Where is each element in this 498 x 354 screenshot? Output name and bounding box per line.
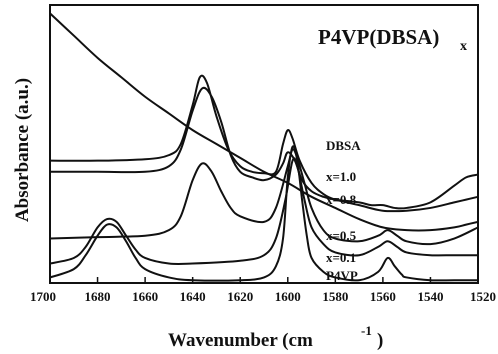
x-tick-label: 1540 [417, 289, 443, 304]
series-labels: DBSA x=1.0 x=0.8 x=0.5 x=0.1 P4VP [326, 138, 361, 283]
x-tick-label: 1640 [180, 289, 206, 304]
series-curves [49, 12, 479, 282]
series-label-x0-5: x=0.5 [326, 228, 357, 243]
series-line-dbsa [49, 12, 479, 232]
x-tick-label: 1680 [85, 289, 111, 304]
series-label-x0-8: x=0.8 [326, 192, 357, 207]
chart-title: P4VP(DBSA) x [318, 25, 467, 54]
x-tick-label: 1520 [470, 289, 496, 304]
x-axis-label-superscript: -1 [361, 323, 372, 338]
x-tick-label: 1660 [132, 289, 158, 304]
series-line-x-0-8 [49, 86, 479, 210]
series-line-p4vp [49, 145, 478, 282]
x-tick-label: 1600 [275, 289, 301, 304]
x-axis-label-end: ) [377, 330, 383, 351]
series-label-x0-1: x=0.1 [326, 250, 356, 265]
x-tick-label: 1700 [30, 289, 56, 304]
series-label-x1-0: x=1.0 [326, 169, 356, 184]
x-tick-label: 1620 [227, 289, 253, 304]
x-tick-label: 1560 [370, 289, 396, 304]
y-axis-label: Absorbance (a.u.) [12, 78, 33, 222]
series-label-p4vp: P4VP [326, 268, 358, 283]
chart-title-text: P4VP(DBSA) [318, 25, 439, 49]
x-tick-label: 1580 [322, 289, 348, 304]
x-axis-label-text: Wavenumber (cm [168, 330, 313, 351]
chart-title-subscript: x [460, 39, 467, 54]
series-label-dbsa: DBSA [326, 138, 361, 153]
x-axis-label: Wavenumber (cm -1 ) [168, 323, 383, 351]
x-axis-ticks: 1700 1680 1660 1640 1620 1600 1580 1560 1540 1520 [30, 277, 496, 304]
series-line-x-1-0 [49, 74, 479, 213]
plot-frame [49, 4, 479, 284]
